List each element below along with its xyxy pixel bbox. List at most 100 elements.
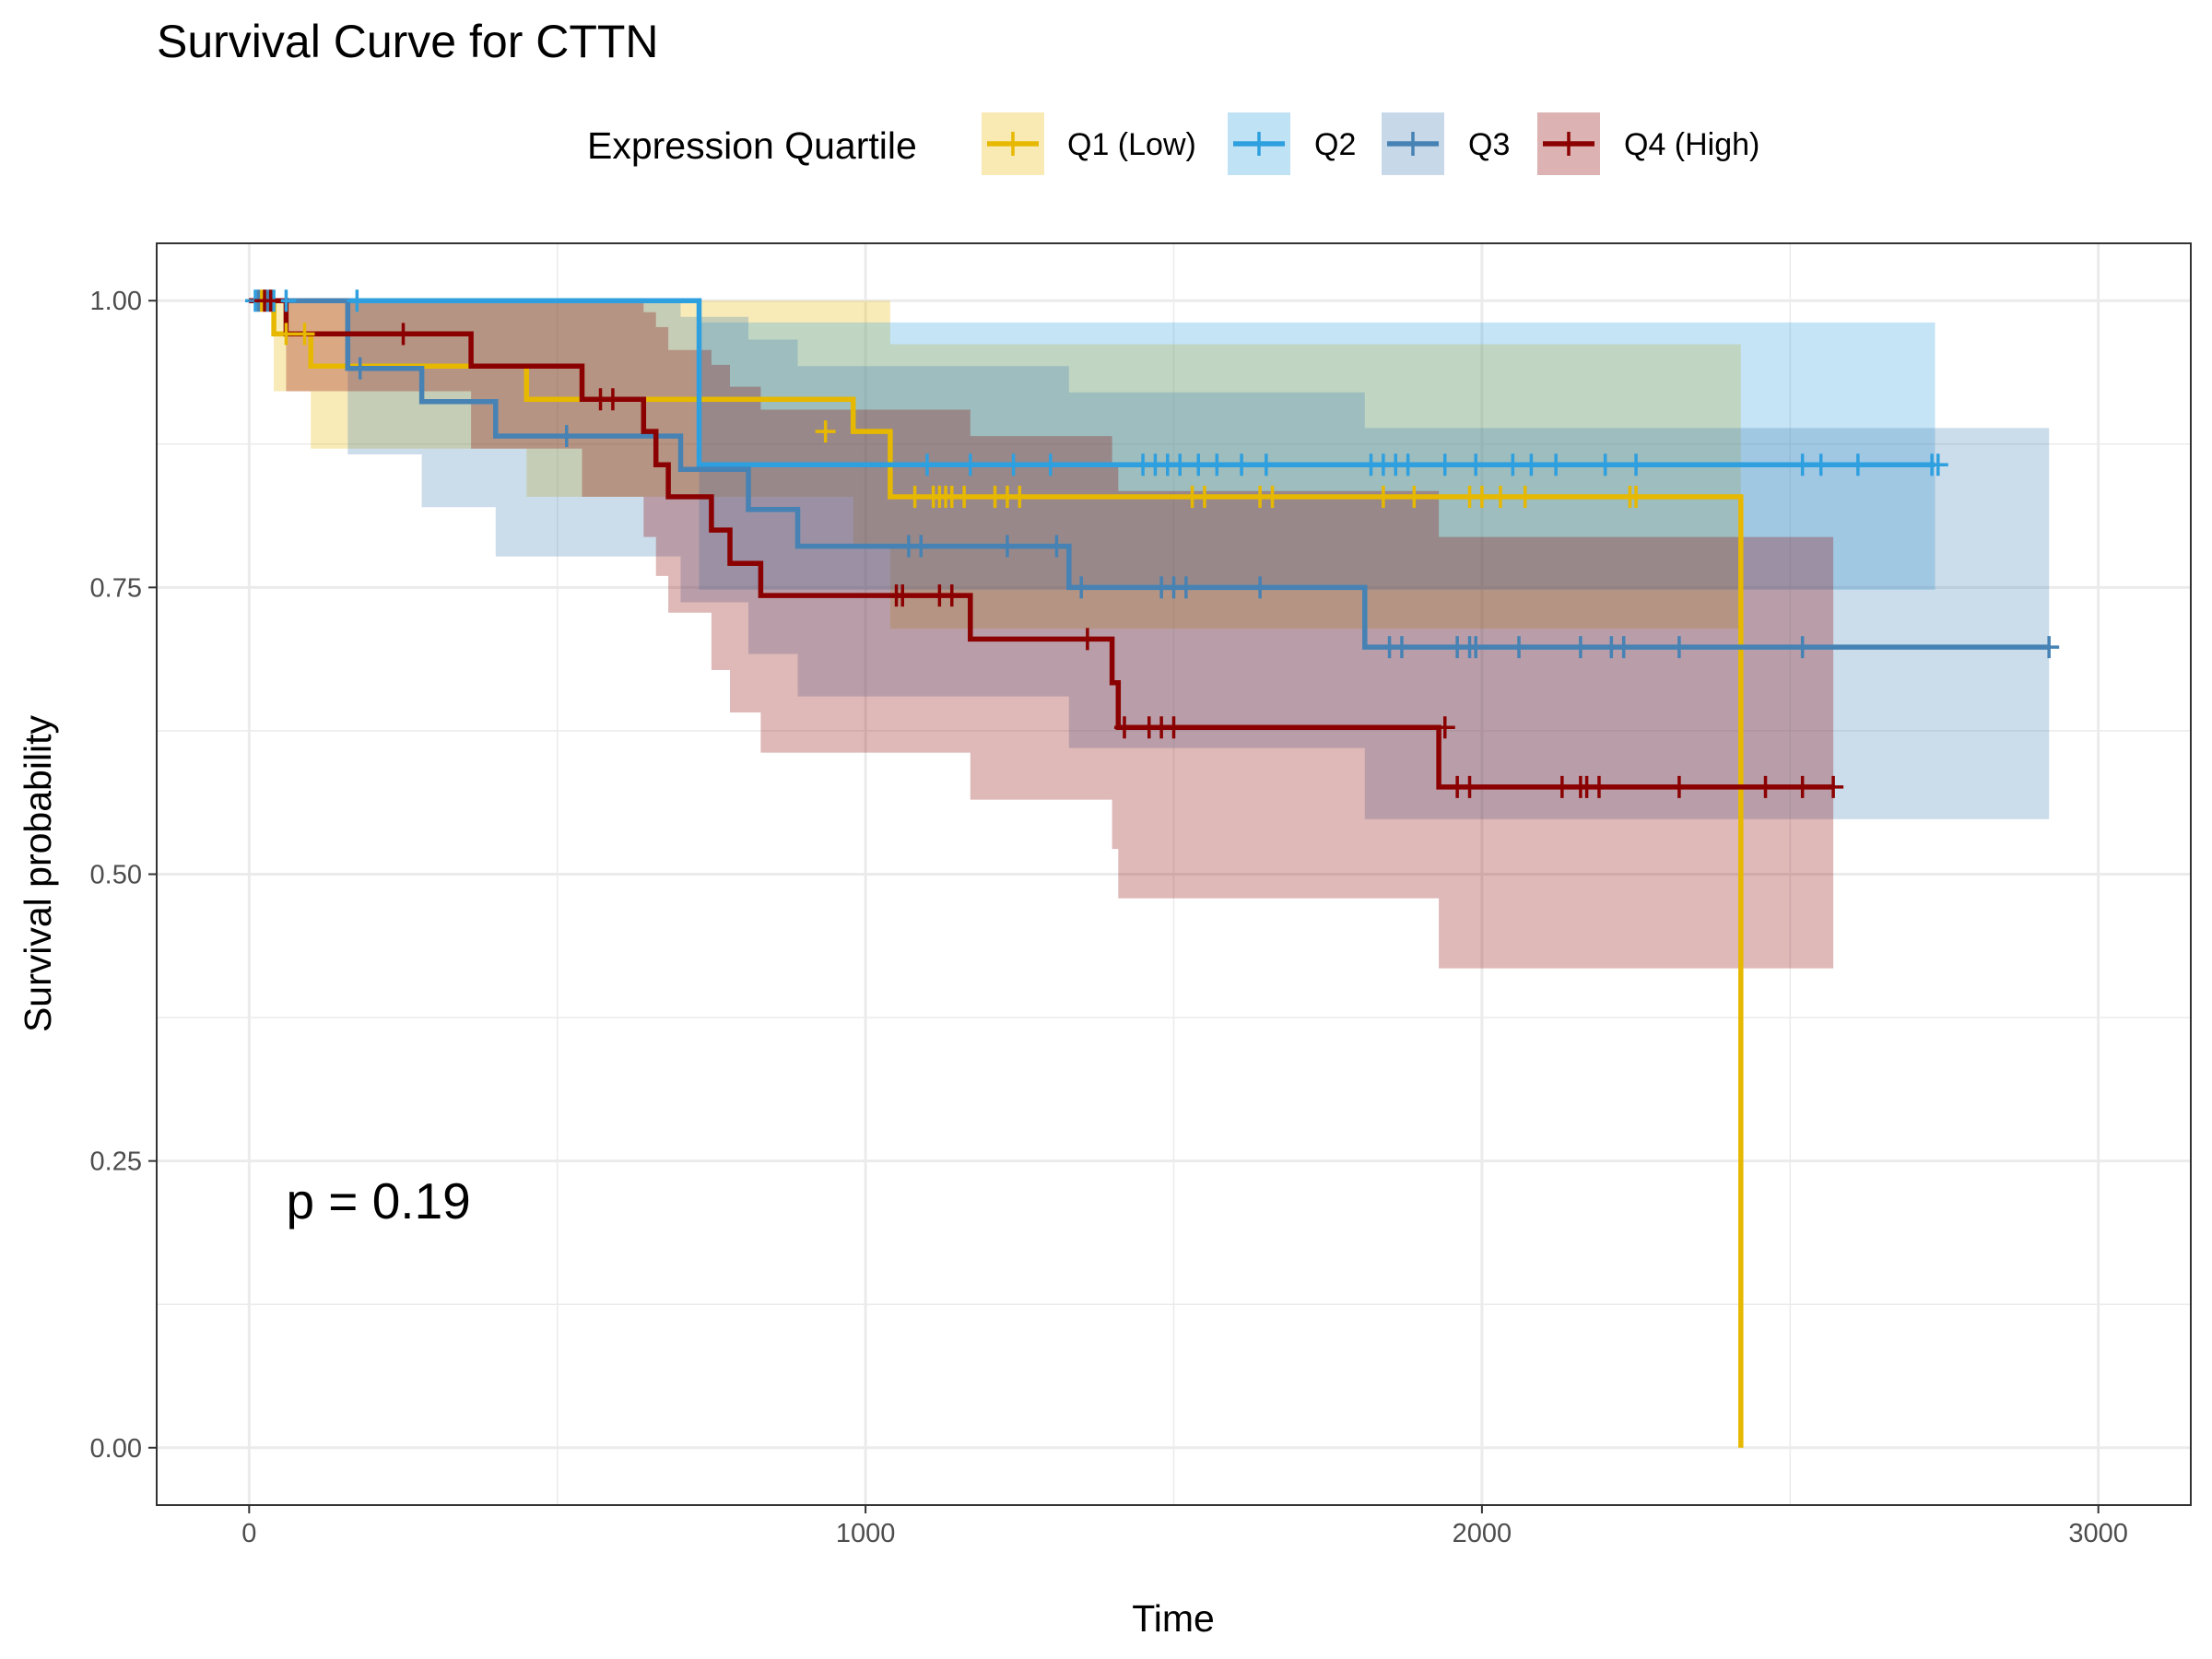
- censor-mark-q4-high: [1792, 775, 1813, 798]
- x-tick-label: 1000: [836, 1519, 896, 1548]
- censor-mark-q3: [556, 425, 577, 448]
- censor-mark-q2: [347, 289, 368, 312]
- survival-lines: [249, 298, 2050, 1448]
- censor-mark-q3: [1071, 576, 1092, 599]
- axes: 0 1000 2000 3000 0.00 0.25 0.50 0.75 1.00: [90, 287, 2128, 1548]
- legend-label-q1-low: Q1 (Low): [1067, 127, 1196, 162]
- censor-mark-q1-low: [904, 486, 925, 509]
- x-axis-title: Time: [1132, 1597, 1215, 1640]
- censor-marks: [245, 289, 2060, 798]
- censor-mark-q4-high: [393, 323, 414, 346]
- y-tick-label: 0.00: [90, 1434, 142, 1464]
- censor-mark-q4-high: [1551, 775, 1572, 798]
- censor-mark-q2: [1546, 453, 1567, 477]
- censor-mark-q2: [1255, 453, 1277, 477]
- y-tick-label: 1.00: [90, 287, 142, 316]
- legend-label-q4-high: Q4 (High): [1624, 127, 1759, 162]
- censor-mark-q3: [2039, 636, 2060, 659]
- censor-mark-q4-high: [1588, 775, 1609, 798]
- y-axis-title: Survival probability: [17, 714, 59, 1032]
- censor-mark-q4-high: [892, 584, 913, 607]
- legend-label-q3: Q3: [1468, 127, 1510, 162]
- legend: Expression Quartile Q1 (Low) Q2 Q3 Q4 (High…: [587, 112, 1759, 175]
- censor-mark-q4-high: [1434, 716, 1455, 739]
- censor-mark-q4-high: [260, 289, 281, 312]
- censor-mark-q3: [1465, 636, 1487, 659]
- censor-mark-q2: [959, 453, 981, 477]
- censor-mark-q1-low: [294, 323, 315, 346]
- censor-mark-q3: [1613, 636, 1634, 659]
- censor-mark-q4-high: [1114, 716, 1135, 739]
- y-tick-label: 0.50: [90, 861, 142, 890]
- censor-mark-q4-high: [1823, 775, 1844, 798]
- censor-mark-q2: [1206, 453, 1228, 477]
- censor-mark-q3: [349, 357, 371, 380]
- censor-mark-q3: [1668, 636, 1689, 659]
- censor-mark-q3: [996, 535, 1018, 558]
- survival-line-q1-low: [249, 298, 1744, 1448]
- censor-mark-q1-low: [1514, 486, 1535, 509]
- legend-label-q2: Q2: [1314, 127, 1356, 162]
- chart-title: Survival Curve for CTTN: [157, 16, 659, 67]
- x-tick-label: 3000: [2068, 1519, 2128, 1548]
- censor-mark-q2: [1847, 453, 1868, 477]
- censor-mark-q2: [1465, 453, 1487, 477]
- ci-band-q4-high: [249, 300, 1834, 969]
- censor-mark-q3: [1250, 576, 1271, 599]
- censor-mark-q4-high: [1163, 716, 1184, 739]
- censor-mark-q3: [1570, 636, 1591, 659]
- censor-mark-q1-low: [1372, 486, 1394, 509]
- p-value-annotation: p = 0.19: [286, 1172, 470, 1230]
- censor-mark-q2: [1521, 453, 1542, 477]
- censor-mark-q1-low: [1626, 486, 1647, 509]
- censor-mark-q2: [1397, 453, 1418, 477]
- censor-mark-q1-low: [954, 486, 975, 509]
- censor-mark-q2: [1927, 453, 1948, 477]
- censor-mark-q3: [1046, 535, 1067, 558]
- censor-mark-q3: [1391, 636, 1412, 659]
- censor-mark-q4-high: [1668, 775, 1689, 798]
- censor-mark-q1-low: [276, 323, 297, 346]
- censor-mark-q2: [1231, 453, 1253, 477]
- censor-mark-q1-low: [1404, 486, 1425, 509]
- censor-mark-q1-low: [815, 420, 836, 443]
- censor-mark-q2: [1626, 453, 1647, 477]
- censor-mark-q4-high: [941, 584, 962, 607]
- censor-mark-q3: [1509, 636, 1530, 659]
- survival-line-q2: [249, 298, 1936, 467]
- censor-mark-q4-high: [1459, 775, 1480, 798]
- censor-mark-q2: [1594, 453, 1616, 477]
- censor-mark-q2: [1188, 453, 1209, 477]
- censor-mark-q2: [916, 453, 937, 477]
- y-tick-label: 0.25: [90, 1147, 142, 1177]
- censor-mark-q4-high: [1077, 628, 1098, 651]
- censor-mark-q2: [1040, 453, 1061, 477]
- censor-mark-q1-low: [1194, 486, 1215, 509]
- censor-mark-q3: [1792, 636, 1813, 659]
- censor-mark-q2: [1170, 453, 1191, 477]
- legend-title: Expression Quartile: [587, 124, 917, 167]
- censor-mark-q2: [1792, 453, 1813, 477]
- censor-mark-q1-low: [1262, 486, 1283, 509]
- y-tick-label: 0.75: [90, 573, 142, 603]
- censor-mark-q2: [1810, 453, 1831, 477]
- censor-mark-q1-low: [1471, 486, 1492, 509]
- censor-mark-q4-high: [602, 388, 623, 411]
- censor-mark-q4-high: [1755, 775, 1776, 798]
- ci-band-q1-low: [249, 300, 1741, 1448]
- survival-line-q4-high: [249, 298, 1834, 790]
- censor-mark-q3: [911, 535, 932, 558]
- survival-line-q3: [249, 298, 2050, 650]
- x-tick-label: 0: [241, 1519, 256, 1548]
- censor-mark-q3: [1175, 576, 1196, 599]
- x-tick-label: 2000: [1453, 1519, 1512, 1548]
- grid-lines: [157, 243, 2191, 1505]
- censor-mark-q2: [1003, 453, 1024, 477]
- ci-band-q2: [249, 300, 1936, 590]
- censor-mark-q2: [1502, 453, 1524, 477]
- censor-mark-q2: [1434, 453, 1455, 477]
- censor-mark-q1-low: [1489, 486, 1511, 509]
- censor-mark-q1-low: [1009, 486, 1030, 509]
